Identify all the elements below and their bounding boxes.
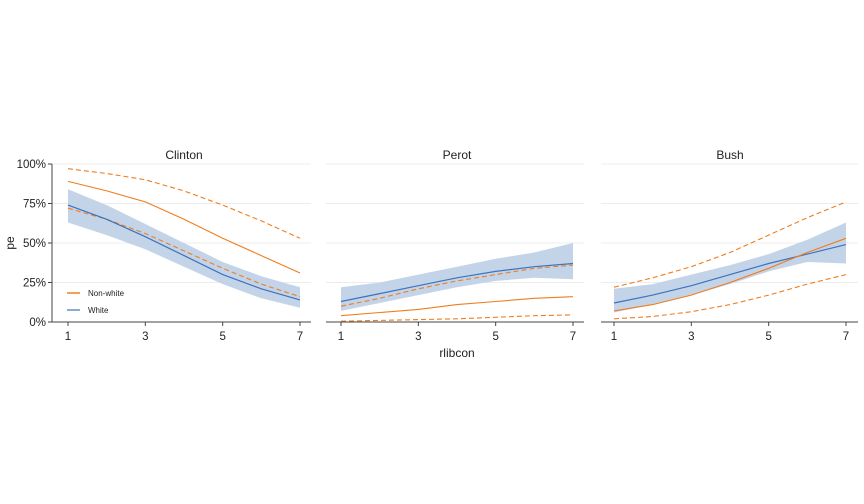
x-tick-label: 1 <box>65 331 71 343</box>
nonwhite-series-line <box>613 237 847 312</box>
y-tick-label: 50% <box>23 238 46 250</box>
x-tick-label: 3 <box>415 331 421 343</box>
x-tick-label: 7 <box>843 331 849 343</box>
x-tick-label: 3 <box>142 331 148 343</box>
y-axis-label: pe <box>3 236 17 250</box>
panels-layer: Clinton 1 3 5 7 0% 25% 50% 75% 100% Non-white White… <box>17 148 858 343</box>
x-tick-label: 1 <box>338 331 344 343</box>
panel-bush: Bush 1 3 5 7 <box>601 148 858 343</box>
panel-clinton: Clinton 1 3 5 7 0% 25% 50% 75% 100% Non-white White <box>17 148 311 343</box>
panel-perot: Perot 1 3 5 7 <box>326 148 584 343</box>
white-confidence-band <box>68 189 300 308</box>
nonwhite-series-line <box>340 296 574 317</box>
panel-title: Bush <box>716 148 743 162</box>
x-tick-label: 5 <box>765 331 771 343</box>
x-tick-label: 1 <box>611 331 617 343</box>
legend-label: White <box>88 306 109 315</box>
white-confidence-band <box>341 243 573 311</box>
x-axis-label: rlibcon <box>439 346 474 360</box>
white-series-line <box>340 262 574 303</box>
nonwhite-series-line <box>67 180 301 274</box>
white-confidence-band <box>614 222 846 313</box>
white-series-line <box>613 244 847 304</box>
nonwhite-lower-ci-line <box>613 274 847 320</box>
panel-title: Perot <box>443 148 472 162</box>
legend: Non-white White <box>67 289 125 315</box>
legend-label: Non-white <box>88 289 125 298</box>
y-tick-label: 25% <box>23 278 46 290</box>
nonwhite-upper-ci-line <box>67 168 301 239</box>
x-tick-label: 5 <box>492 331 498 343</box>
white-series-line <box>67 204 301 301</box>
panel-title: Clinton <box>165 148 202 162</box>
x-tick-label: 7 <box>297 331 303 343</box>
x-tick-label: 5 <box>219 331 225 343</box>
x-tick-label: 3 <box>688 331 694 343</box>
y-tick-label: 100% <box>17 159 46 171</box>
y-tick-label: 75% <box>23 199 46 211</box>
y-tick-label: 0% <box>29 317 46 329</box>
nonwhite-lower-ci-line <box>340 314 574 322</box>
x-tick-label: 7 <box>570 331 576 343</box>
nonwhite-upper-ci-line <box>613 201 847 288</box>
